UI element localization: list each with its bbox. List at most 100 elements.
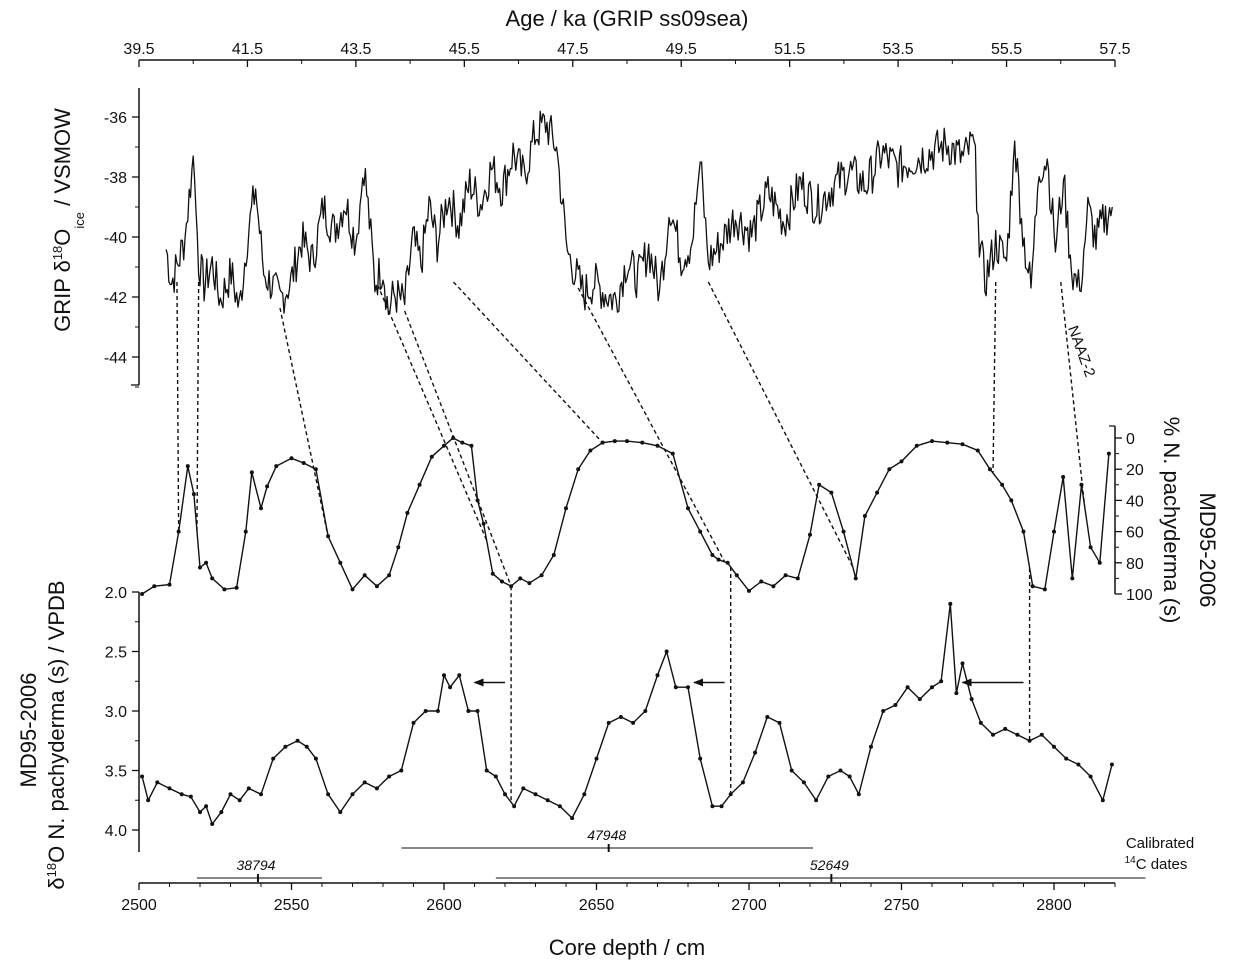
grip-d18o-line <box>165 110 1113 316</box>
d18o-title-rest: O N. pachyderma (s) / VPDB <box>44 580 69 862</box>
d18o-npachy-point <box>631 720 636 725</box>
d18o-npachy-point <box>1003 726 1008 731</box>
bottom-axis-tick-label: 2800 <box>1036 897 1072 914</box>
npachy-percent-point <box>771 584 776 589</box>
d18o-npachy-point <box>856 792 861 797</box>
d18o-npachy-point <box>533 792 538 797</box>
npachy-percent-point <box>1088 545 1093 550</box>
d18o-npachy-point <box>512 804 517 809</box>
d18o-npachy-point <box>503 792 507 797</box>
d18o-npachy-line <box>141 603 1113 826</box>
npachy-percent-point <box>747 588 751 593</box>
pct-y-tick-label: 80 <box>1126 556 1144 573</box>
pct-y-tick-label: 0 <box>1126 431 1135 448</box>
grip-y-tick-label: -38 <box>104 170 127 187</box>
npachy-percent-point <box>734 573 739 578</box>
d18o-npachy-point <box>521 786 526 791</box>
grip-y-tick-label: -44 <box>104 350 127 367</box>
tie-line-upper <box>279 307 329 537</box>
d18o-npachy-point <box>582 792 587 797</box>
npachy-percent-point <box>442 443 446 448</box>
pct-y-tick-label: 60 <box>1126 525 1144 542</box>
grip-y-axis-title-part: 18 <box>50 246 65 260</box>
tie-line-upper <box>577 287 726 563</box>
npachy-percent-point <box>198 565 202 570</box>
npachy-percent-point <box>490 571 495 576</box>
npachy-percent-point <box>185 464 190 469</box>
d18o-npachy-point <box>198 810 202 815</box>
npachy-percent-point <box>698 529 703 534</box>
npachy-percent-point <box>210 576 215 581</box>
npachy-percent-point <box>1021 529 1026 534</box>
d18o-npachy-point <box>1052 744 1056 749</box>
d18o-npachy-point <box>789 768 794 773</box>
npachy-percent-point <box>362 573 367 578</box>
npachy-percent-point <box>350 587 355 592</box>
d18o-npachy-point <box>411 720 416 725</box>
npachy-percent-point <box>1009 498 1014 503</box>
npachy-percent-point <box>191 492 196 497</box>
d18o-npachy-point <box>484 768 489 773</box>
tie-line-upper <box>452 281 604 444</box>
npachy-percent-point <box>1097 560 1102 565</box>
calibrated-date-label: 47948 <box>587 827 626 843</box>
d18o-npachy-point <box>1109 762 1114 767</box>
npachy-percent-point <box>518 576 523 581</box>
npachy-percent-point <box>417 482 422 487</box>
npachy-percent-point <box>338 560 343 565</box>
npachy-percent-point <box>640 440 645 445</box>
top-axis-tick-label: 53.5 <box>883 41 914 58</box>
bottom-axis-tick-label: 2750 <box>884 897 920 914</box>
npachy-percent-point <box>987 467 992 472</box>
d18o-npachy-point <box>728 792 733 797</box>
d18o-npachy-point <box>313 756 318 761</box>
d18o-npachy-point <box>1076 762 1081 767</box>
npachy-percent-point <box>259 506 263 511</box>
d18o-npachy-point <box>1100 798 1105 803</box>
d18o-npachy-point <box>545 798 550 803</box>
npachy-percent-point <box>481 521 486 526</box>
pct-y-tick-label: 100 <box>1126 587 1153 604</box>
d18o-npachy-point <box>338 810 343 815</box>
npachy-percent-point <box>140 592 145 596</box>
npachy-percent-point <box>783 573 788 578</box>
top-axis-title: Age / ka (GRIP ss09sea) <box>506 6 749 31</box>
d18o-npachy-point <box>326 792 331 797</box>
d18o-npachy-point <box>643 709 648 713</box>
d18o-npachy-point <box>930 685 934 690</box>
npachy-percent-point <box>600 440 605 445</box>
d18o-npachy-point <box>1088 774 1093 779</box>
npachy-percent-point <box>887 467 892 472</box>
npachy-percent-point <box>930 439 934 444</box>
calibrated-label-line1: Calibrated <box>1126 835 1194 852</box>
npachy-percent-point <box>945 440 950 445</box>
top-axis-tick-label: 57.5 <box>1099 41 1130 58</box>
npachy-percent-point <box>374 584 379 589</box>
npachy-percent-point <box>460 440 465 445</box>
d18o-npachy-point <box>493 774 498 779</box>
npachy-percent-point <box>670 451 675 456</box>
tie-line-upper <box>1060 281 1086 506</box>
d18o-npachy-point <box>179 792 184 797</box>
d18o-npachy-point <box>814 798 819 803</box>
npachy-percent-point <box>1052 529 1056 534</box>
npachy-percent-point <box>176 529 181 534</box>
d18o-title-delta: δ <box>44 877 69 889</box>
d18o-npachy-point <box>893 703 898 708</box>
tie-line-upper <box>992 281 997 474</box>
calibrated-date-label: 38794 <box>236 857 275 873</box>
d18o-npachy-point <box>304 744 309 749</box>
d18o-npachy-point <box>204 804 209 809</box>
npachy-percent-point <box>710 553 715 557</box>
d18o-npachy-point <box>146 798 151 803</box>
d18o-npachy-point <box>283 744 288 749</box>
d18o-npachy-point <box>664 649 669 654</box>
npachy-percent-point <box>249 470 254 475</box>
npachy-percent-point <box>499 579 504 584</box>
d18o-npachy-point <box>740 780 745 785</box>
d18o-npachy-point <box>295 738 300 743</box>
top-axis-tick-label: 39.5 <box>123 41 154 58</box>
d18o-npachy-point <box>423 709 428 713</box>
d18o-y-tick-label: 3.5 <box>105 764 127 781</box>
